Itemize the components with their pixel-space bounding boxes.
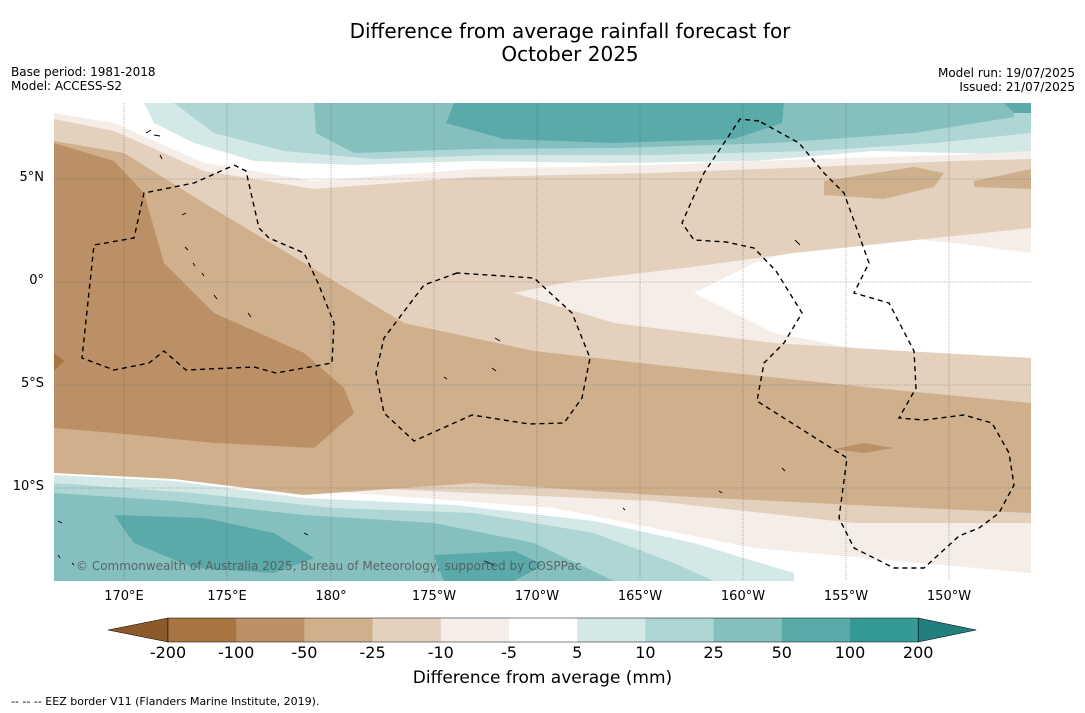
islands [57, 129, 801, 566]
colorbar-cell [850, 618, 919, 642]
y-tick-label: 5°S [20, 376, 44, 391]
brown-area [54, 353, 64, 371]
colorbar-frame [167, 617, 919, 643]
colorbar-tick-label: 10 [635, 643, 656, 662]
x-tick-label: 170°E [104, 589, 144, 604]
model-name: Model: ACCESS-S2 [11, 79, 123, 93]
colorbar-tick-label: -10 [427, 643, 454, 662]
x-tick-label: 155°W [823, 589, 869, 604]
chart-title: Difference from average rainfall forecas… [0, 20, 1085, 66]
x-tick-label: 165°W [617, 589, 663, 604]
colorbar-cell [168, 618, 237, 642]
brown-area [54, 143, 354, 448]
x-tick-label: 180° [315, 589, 347, 604]
colorbar-cell [372, 618, 442, 642]
colorbar-tick-label: -100 [218, 643, 255, 662]
colorbar-tick-label: 200 [902, 643, 934, 662]
colorbar-cell [713, 618, 783, 642]
y-tick-label: 10°S [12, 479, 44, 494]
teal-area [446, 103, 784, 143]
teal-area [114, 515, 314, 573]
x-tick-label: 175°W [411, 589, 457, 604]
colorbar-tick-label: -50 [291, 643, 318, 662]
copyright-notice: © Commonwealth of Australia 2025, Bureau… [76, 559, 582, 573]
title-line-2: October 2025 [501, 42, 639, 66]
base-period: Base period: 1981-2018 [11, 65, 156, 79]
y-tick-label: 5°N [19, 170, 45, 185]
x-tick-label: 160°W [720, 589, 766, 604]
colorbar-tick-label: 50 [771, 643, 792, 662]
colorbar-cell [440, 618, 510, 642]
x-tick-label: 170°W [514, 589, 560, 604]
colorbar-tick-label: -25 [359, 643, 386, 662]
colorbar-cell [645, 618, 715, 642]
y-tick-label: 0° [29, 273, 44, 288]
brown-area [834, 443, 894, 453]
colorbar-cell [781, 618, 851, 642]
brown-area [824, 167, 944, 199]
colorbar-tick-label: 5 [572, 643, 583, 662]
metadata-right: Model run: 19/07/2025 Issued: 21/07/2025 [938, 66, 1075, 94]
eez-borders [81, 118, 1015, 569]
colorbar-cell [236, 618, 305, 642]
issued-date: Issued: 21/07/2025 [959, 80, 1075, 94]
colorbar-extension-low [108, 617, 169, 643]
colorbar-tick-label: -5 [501, 643, 517, 662]
colorbar-tick-label: -200 [149, 643, 187, 662]
colorbar-cell [304, 618, 374, 642]
x-tick-label: 150°W [926, 589, 972, 604]
colorbar-extension-high [917, 617, 977, 643]
rainfall-map-svg [54, 103, 1031, 581]
white-area [694, 253, 1031, 353]
colorbar-label: Difference from average (mm) [412, 668, 673, 688]
teal-area [434, 551, 544, 581]
rainfall-map [54, 103, 1031, 581]
colorbar-tick-label: 25 [703, 643, 724, 662]
teal-area [1004, 103, 1031, 113]
eez-legend: -- -- -- EEZ border V11 (Flanders Marine… [11, 695, 320, 708]
model-run: Model run: 19/07/2025 [937, 66, 1075, 80]
colorbar-tick-label: 100 [834, 643, 866, 662]
colorbar [108, 617, 977, 643]
metadata-left: Base period: 1981-2018 Model: ACCESS-S2 [11, 65, 156, 93]
title-line-1: Difference from average rainfall forecas… [349, 19, 791, 43]
graticule [54, 103, 1031, 581]
colorbar-cell [577, 618, 646, 642]
x-tick-label: 175°E [207, 589, 247, 604]
colorbar-cell [509, 618, 578, 642]
